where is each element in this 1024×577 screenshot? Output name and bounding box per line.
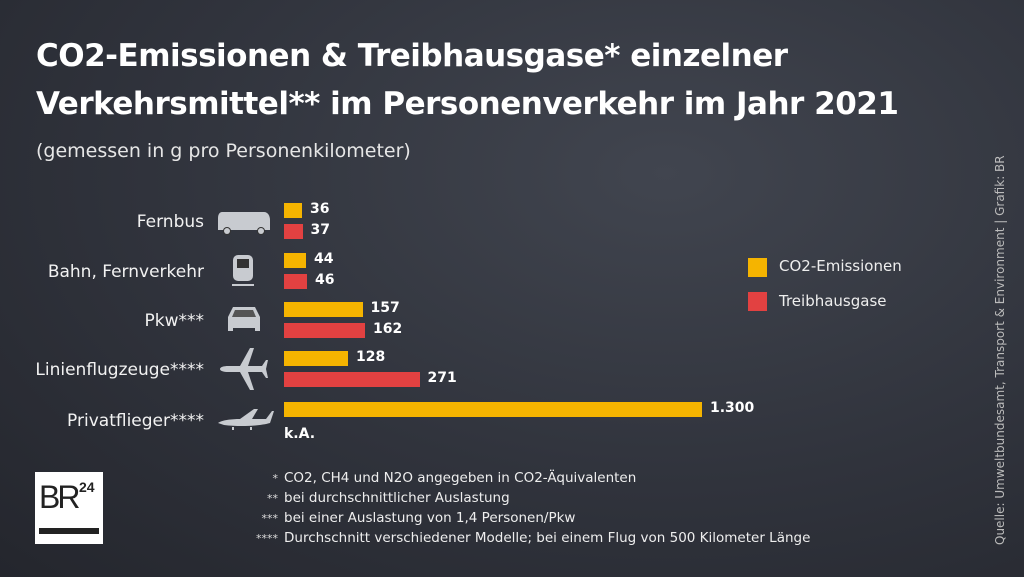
value-label: 46: [315, 272, 335, 288]
category-label: Fernbus: [136, 212, 204, 232]
value-label: 271: [427, 370, 457, 386]
bar-co2: [284, 402, 702, 417]
value-label: 162: [373, 321, 403, 337]
car-icon: [224, 304, 264, 338]
bar-co2: [284, 203, 302, 218]
category-label: Privatflieger****: [67, 411, 204, 431]
legend-label-ghg: Treibhausgase: [779, 292, 887, 310]
title-line-1: CO2-Emissionen & Treibhausgase* einzelne…: [36, 38, 788, 74]
bar-ghg: [284, 372, 420, 387]
bar-co2: [284, 351, 348, 366]
value-label: 1.300: [710, 400, 755, 416]
legend-swatch-ghg: [748, 292, 767, 311]
private-jet-icon: [216, 407, 276, 437]
airliner-icon: [218, 346, 270, 396]
footnote-mark: **: [267, 492, 278, 505]
legend-swatch-co2: [748, 258, 767, 277]
bar-co2: [284, 253, 306, 268]
value-label: 37: [310, 222, 330, 238]
footnote-mark: ***: [261, 512, 279, 525]
bus-icon: [216, 210, 272, 240]
source-note: Quelle: Umweltbundesamt, Transport & Env…: [993, 155, 1007, 545]
subtitle: (gemessen in g pro Personenkilometer): [36, 140, 411, 162]
train-icon: [230, 254, 256, 294]
footnote-text: CO2, CH4 und N2O angegeben in CO2-Äquiva…: [284, 470, 637, 486]
svg-text:24: 24: [79, 479, 95, 495]
category-label: Bahn, Fernverkehr: [47, 262, 204, 282]
value-label: 157: [370, 300, 400, 316]
value-label: 128: [356, 349, 386, 365]
title-line-2: Verkehrsmittel** im Personenverkehr im J…: [36, 86, 899, 122]
category-label: Linienflugzeuge****: [35, 360, 204, 380]
footnote-mark: *: [272, 472, 279, 485]
bar-ghg: [284, 323, 365, 338]
svg-text:BR: BR: [39, 479, 79, 515]
legend-label-co2: CO2-Emissionen: [779, 257, 902, 275]
bar-ghg: [284, 274, 307, 289]
footnote-text: bei durchschnittlicher Auslastung: [284, 490, 510, 506]
footnote-text: bei einer Auslastung von 1,4 Personen/Pk…: [284, 510, 576, 526]
footnote-text: Durchschnitt verschiedener Modelle; bei …: [284, 530, 811, 546]
footnote-mark: ****: [256, 532, 278, 545]
bar-co2: [284, 302, 363, 317]
value-label: 44: [314, 251, 334, 267]
br24-logo: BR 24: [35, 472, 103, 544]
bar-ghg: [284, 224, 303, 239]
value-label: 36: [310, 201, 330, 217]
value-label-na: k.A.: [284, 426, 316, 442]
category-label: Pkw***: [144, 311, 205, 331]
